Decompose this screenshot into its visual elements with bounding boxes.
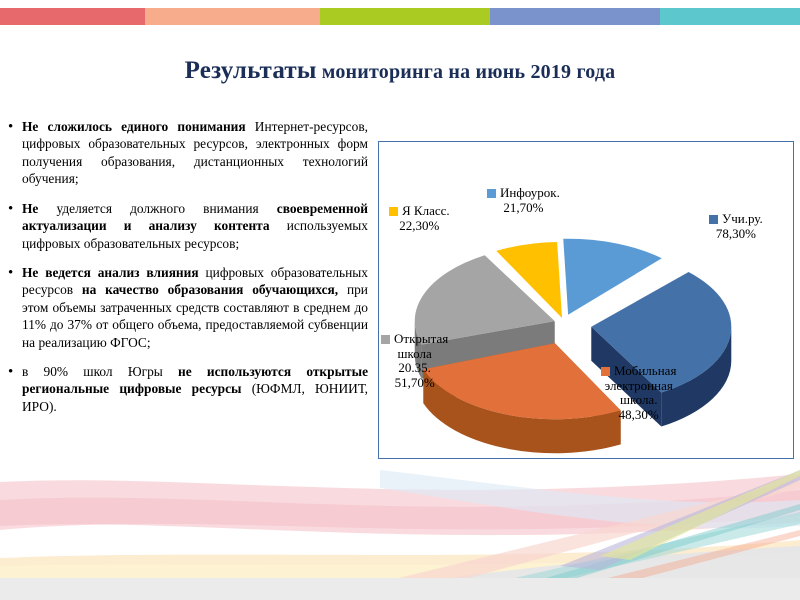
pie-label-ya-klass: Я Класс. 22,30% <box>389 203 450 233</box>
wave-blue-1 <box>380 470 800 529</box>
list-item-text: Не уделяется должного внимания своевреме… <box>22 200 368 251</box>
ribbon-segment-green <box>320 8 490 25</box>
wave-grey <box>300 546 800 600</box>
legend-swatch-infourok <box>487 188 496 198</box>
pie-label-value: 21,70% <box>503 199 544 215</box>
wave-violet-streak <box>560 470 800 570</box>
pie-label-value: 78,30% <box>715 225 756 241</box>
wave-sand <box>0 540 800 600</box>
pie-label-name: Открытая <box>394 331 449 346</box>
decor-wave-svg <box>0 470 800 600</box>
wave-pink-1 <box>0 474 800 536</box>
pie-label-mobilnaya-shkola: Мобильная электронная школа. 48,30% <box>601 363 677 422</box>
list-item: • Не ведется анализ влияния цифровых обр… <box>8 264 368 351</box>
pie-label-value: 22,30% <box>399 217 440 233</box>
ribbon-segment-peach <box>145 8 320 25</box>
pie-label-value: 48,30% <box>618 406 659 422</box>
page-title-sub: мониторинга на июнь 2019 года <box>316 61 616 83</box>
pie-label-value: 51,70% <box>394 374 435 390</box>
pie-chart-svg <box>414 238 732 454</box>
list-item-text: Не сложилось единого понимания Интернет-… <box>22 119 368 187</box>
pie-label-name3: 20.35. <box>398 360 431 376</box>
pie-label-otkrytaya-shkola: Открытая школа 20.35. 51,70% <box>381 331 449 390</box>
bullet-dot-icon: • <box>8 119 14 135</box>
list-item-text: Не ведется анализ влияния цифровых образ… <box>22 264 368 350</box>
wave-white <box>0 526 800 574</box>
wave-pink-2 <box>0 490 800 530</box>
ribbon-segment-red <box>0 8 145 25</box>
pie-label-name3: школа. <box>619 392 658 408</box>
bullet-dot-icon: • <box>8 264 14 281</box>
bullet-list: • Не сложилось единого понимания Интерне… <box>8 118 368 427</box>
pie-label-uchi-ru: Учи.ру. 78,30% <box>709 211 763 241</box>
pie-label-name: Инфоурок. <box>500 185 560 200</box>
ribbon-segment-blue <box>490 8 660 25</box>
wave-teal-streak-2 <box>470 504 800 600</box>
pie-chart-panel[interactable]: Я Класс. 22,30% Инфоурок. 21,70% Учи.ру.… <box>378 141 794 459</box>
legend-swatch-otkrytaya-shkola <box>381 334 390 344</box>
list-item-text: в 90% школ Югры не используются открытые… <box>22 364 369 414</box>
wave-orange-streak <box>520 530 800 600</box>
pie-slice[interactable] <box>496 241 563 318</box>
pie-label-infourok: Инфоурок. 21,70% <box>487 185 560 215</box>
top-color-ribbon <box>0 8 800 25</box>
pie-slice[interactable] <box>423 343 621 454</box>
bottom-decorative-waves <box>0 470 800 600</box>
page-title: Результаты мониторинга на июнь 2019 года <box>0 57 800 85</box>
legend-swatch-ya-klass <box>389 206 398 216</box>
pie-label-name: Мобильная <box>614 363 677 378</box>
pie-slice[interactable] <box>591 272 732 427</box>
wave-cream <box>0 552 800 600</box>
pie-label-name2: электронная <box>604 377 673 393</box>
bullet-dot-icon: • <box>8 200 14 217</box>
bullet-dot-icon: • <box>8 364 14 381</box>
list-item: • в 90% школ Югры не используются открыт… <box>8 363 368 415</box>
list-item: • Не сложилось единого понимания Интерне… <box>8 118 368 188</box>
legend-swatch-uchi-ru <box>709 214 718 224</box>
wave-salmon-streak <box>350 480 800 598</box>
pie-label-name2: школа <box>397 345 432 361</box>
pie-slice[interactable] <box>563 238 662 315</box>
pie-label-name: Учи.ру. <box>722 211 763 226</box>
page-title-main: Результаты <box>184 57 317 84</box>
pie-label-name: Я Класс. <box>402 203 450 218</box>
footer-band <box>0 578 800 600</box>
legend-swatch-mobilnaya-shkola <box>601 366 610 376</box>
list-item: • Не уделяется должного внимания своевре… <box>8 200 368 252</box>
wave-teal-streak <box>420 512 800 600</box>
pie-chart-stage: Я Класс. 22,30% Инфоурок. 21,70% Учи.ру.… <box>379 142 793 458</box>
wave-lime-streak <box>600 470 800 560</box>
ribbon-segment-teal <box>660 8 800 25</box>
